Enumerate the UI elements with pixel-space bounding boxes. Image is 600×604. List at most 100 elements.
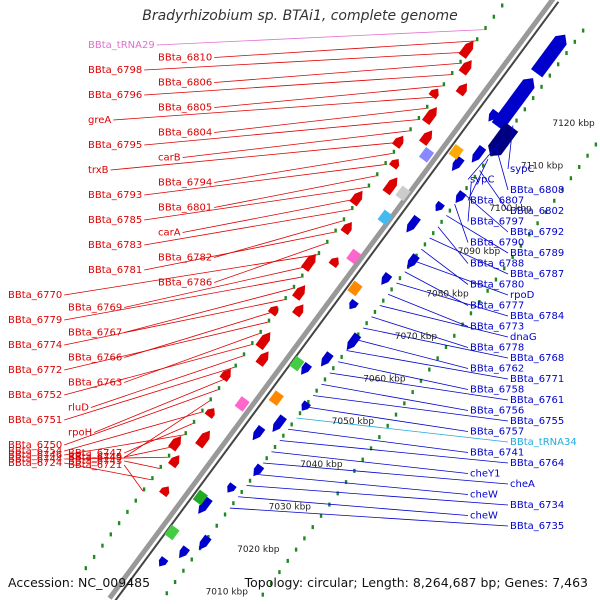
reverse-gene xyxy=(179,545,190,559)
tick-dot xyxy=(376,172,379,177)
tick-dot xyxy=(165,591,168,596)
reverse-gene xyxy=(227,482,237,493)
leader-line xyxy=(64,366,235,421)
gene-label: BBta_6802 xyxy=(510,206,564,217)
gene-label: BBta_6747 xyxy=(68,448,122,459)
gene-arrow xyxy=(301,361,313,375)
gene-arrow xyxy=(455,190,467,203)
tick-dot xyxy=(261,592,264,597)
gene-label: sypC xyxy=(510,164,534,175)
leader-line xyxy=(144,231,335,271)
forward-gene xyxy=(382,177,398,196)
gene-arrow xyxy=(179,545,190,559)
gene-block xyxy=(192,489,208,506)
forward-gene xyxy=(168,435,182,452)
leader-line xyxy=(507,125,514,170)
reverse-gene xyxy=(349,298,359,310)
tick-dot xyxy=(307,399,310,404)
map-title: Bradyrhizobium sp. BTAi1, complete genom… xyxy=(142,8,458,24)
tick-dot xyxy=(357,332,360,337)
leader-line xyxy=(144,119,418,146)
reverse-gene xyxy=(252,425,266,441)
tick-dot xyxy=(528,232,531,237)
tick-dot xyxy=(217,386,221,391)
gene-label: BBta_6781 xyxy=(88,265,142,276)
tick-dot xyxy=(581,28,585,33)
gene-block xyxy=(346,248,362,265)
gene-label: BBta_6806 xyxy=(158,78,212,89)
leader-line xyxy=(454,204,469,243)
leader-line xyxy=(354,338,469,369)
tick-dot xyxy=(569,176,573,181)
gene-label: rpoD xyxy=(510,290,535,301)
gene-label: BBta_6810 xyxy=(158,53,212,64)
forward-gene xyxy=(255,351,269,367)
tick-dot xyxy=(319,513,323,518)
forward-gene xyxy=(292,304,304,318)
gene-label: rpoH xyxy=(68,428,92,439)
leader-line xyxy=(396,282,509,317)
kbp-label: 7050 kbp xyxy=(332,417,375,427)
tick-dot xyxy=(426,104,429,109)
tick-dot xyxy=(311,525,314,530)
leader-line xyxy=(64,299,285,346)
gene-arrow xyxy=(255,351,269,367)
gene-label: BBta_6807 xyxy=(470,196,524,207)
leader-line xyxy=(446,215,509,254)
gene-label: BBta_6778 xyxy=(470,343,524,354)
gene-block xyxy=(377,209,393,226)
tick-dot xyxy=(342,217,346,222)
tick-dot xyxy=(519,243,523,248)
leader-line xyxy=(404,271,469,306)
gene-label: BBta_6774 xyxy=(8,340,62,351)
gene-label: BBta_6764 xyxy=(510,458,564,469)
gene-label: trxB xyxy=(88,165,109,176)
tick-dot xyxy=(484,25,487,30)
tick-dot xyxy=(473,174,477,179)
gene-arrow xyxy=(458,40,474,59)
tick-dot xyxy=(436,356,439,361)
leader-line xyxy=(144,74,452,96)
gene-label: BBta_6750 xyxy=(8,440,62,451)
forward-gene xyxy=(300,253,316,272)
reverse-gene xyxy=(301,400,311,411)
tick-dot xyxy=(269,581,273,586)
backbone-line xyxy=(107,0,556,600)
reverse-gene xyxy=(320,351,334,367)
forward-gene xyxy=(389,158,400,170)
gene-label: BBta_6735 xyxy=(510,521,564,532)
forward-gene xyxy=(267,305,279,317)
tick-dot xyxy=(440,219,443,224)
gene-arrow xyxy=(301,400,311,411)
gene-block xyxy=(164,524,180,541)
tick-dot xyxy=(267,318,271,323)
kbp-label: 7120 kbp xyxy=(552,119,595,129)
tick-dot xyxy=(259,329,262,334)
gene-arrow xyxy=(267,305,279,317)
gene-block xyxy=(418,146,435,163)
gene-label: BBta_6784 xyxy=(510,311,564,322)
leader-line xyxy=(238,496,469,516)
tick-dot xyxy=(548,73,552,78)
leader-line xyxy=(214,175,377,208)
accession-text: Accession: NC_009485 xyxy=(8,575,151,590)
leader-line xyxy=(279,440,509,464)
leader-line xyxy=(123,464,144,492)
leader-line xyxy=(246,485,509,506)
forward-gene xyxy=(328,257,339,269)
kbp-label: 7110 kbp xyxy=(521,162,564,172)
gene-label: BBta_6757 xyxy=(470,427,524,438)
tick-dot xyxy=(544,210,548,215)
leader-line xyxy=(64,321,268,371)
gene-arrow xyxy=(219,368,231,382)
tick-dot xyxy=(369,446,373,451)
leader-line xyxy=(214,107,427,133)
tick-dot xyxy=(334,228,337,233)
leader-line xyxy=(346,350,509,380)
leader-line xyxy=(296,417,509,443)
genome-summary: Topology: circular; Length: 8,264,687 bp… xyxy=(244,575,588,590)
tick-dot xyxy=(367,183,371,188)
leader-line xyxy=(156,29,485,46)
gene-label: BBta_6752 xyxy=(8,390,62,401)
